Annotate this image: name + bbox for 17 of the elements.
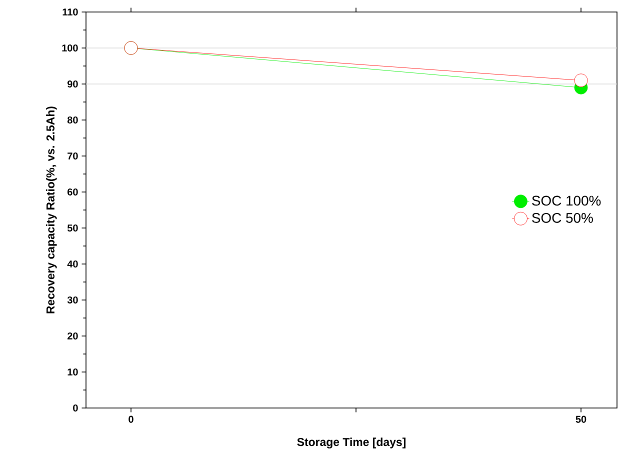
y-tick-label: 20 <box>67 332 78 340</box>
point <box>574 74 588 88</box>
y-tick-label: 90 <box>67 80 78 88</box>
y-axis-title: Recovery capacity Ratio(%, vs. 2.5Ah) <box>46 106 57 314</box>
y-tick-label: 100 <box>62 44 78 52</box>
y-tick-label: 80 <box>67 116 78 124</box>
x-axis-title: Storage Time [days] <box>297 438 406 448</box>
y-tick-label: 40 <box>67 260 78 268</box>
legend-label: SOC 100% <box>532 196 601 206</box>
legend-label: SOC 50% <box>532 212 593 223</box>
y-tick-label: 10 <box>68 368 78 376</box>
y-tick-label: 30 <box>67 296 78 304</box>
y-tick-label: 110 <box>62 8 78 16</box>
y-tick-label: 0 <box>73 404 78 412</box>
y-tick-label: 60 <box>68 188 78 196</box>
y-tick-label: 70 <box>68 152 78 160</box>
y-tick-label: 50 <box>67 224 78 232</box>
